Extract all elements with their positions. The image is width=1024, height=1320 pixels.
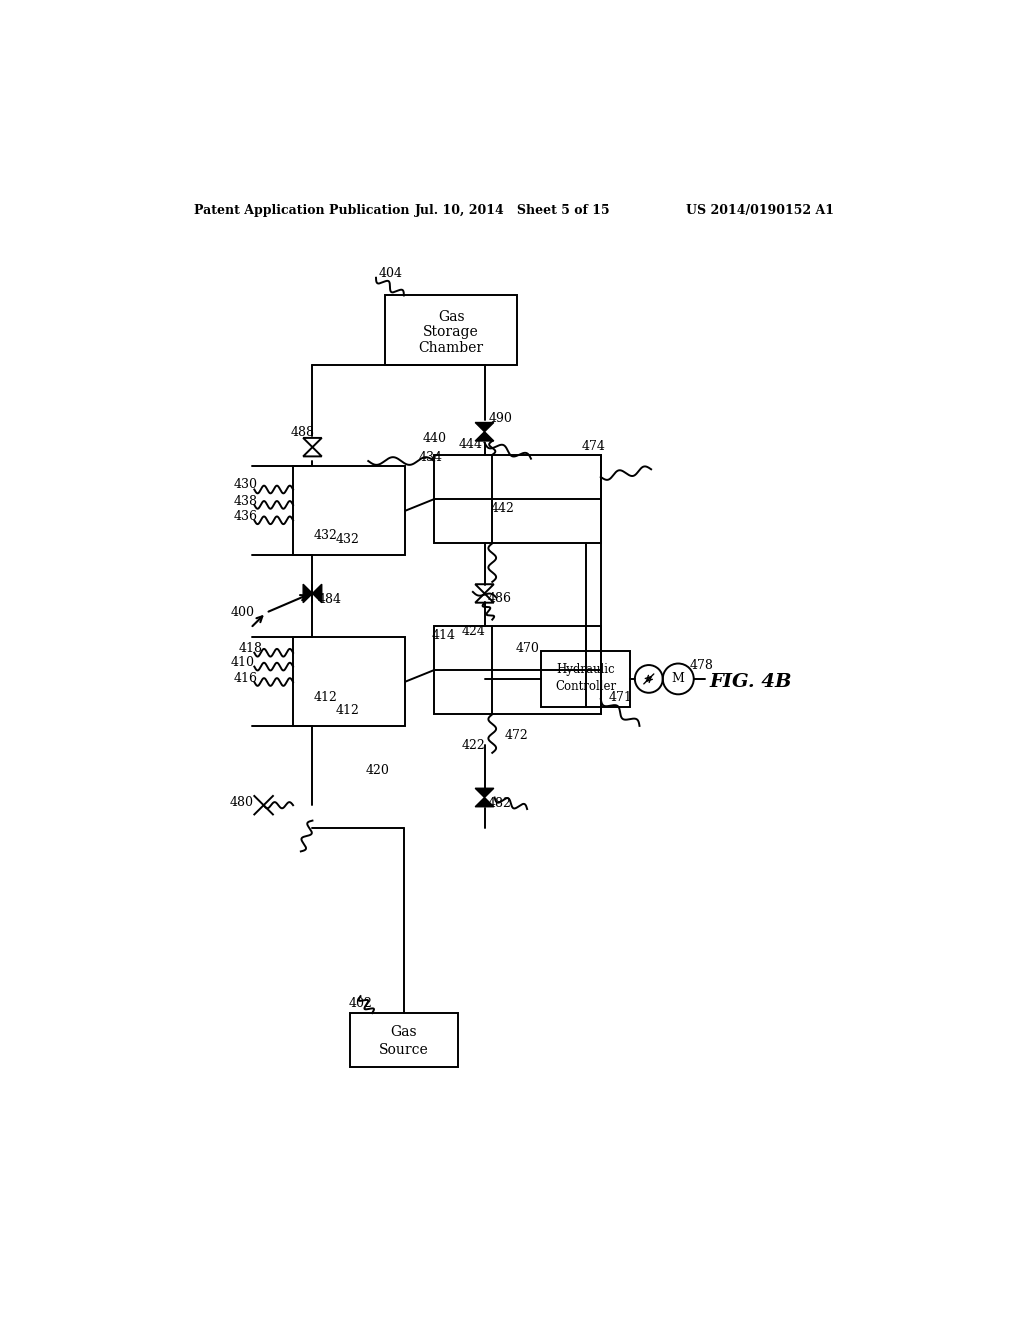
Text: 478: 478: [690, 659, 714, 672]
Text: Patent Application Publication: Patent Application Publication: [194, 205, 410, 218]
Text: 412: 412: [336, 704, 359, 717]
Text: 400: 400: [231, 606, 255, 619]
Text: 420: 420: [366, 764, 390, 777]
Text: 424: 424: [461, 624, 485, 638]
Text: 402: 402: [349, 997, 373, 1010]
Polygon shape: [475, 594, 494, 603]
Text: 416: 416: [233, 672, 257, 685]
Text: 432: 432: [314, 529, 338, 543]
Polygon shape: [303, 438, 322, 447]
Text: 430: 430: [233, 478, 257, 491]
Polygon shape: [312, 585, 322, 603]
Text: 440: 440: [423, 432, 446, 445]
Polygon shape: [475, 797, 494, 807]
Text: 438: 438: [233, 495, 257, 508]
Text: 432: 432: [336, 533, 359, 546]
Text: Chamber: Chamber: [419, 341, 483, 355]
Text: 471: 471: [608, 690, 633, 704]
Bar: [293, 466, 406, 554]
Text: Controller: Controller: [555, 680, 616, 693]
Text: 470: 470: [515, 643, 540, 656]
Bar: [293, 638, 406, 726]
Text: 482: 482: [487, 797, 511, 810]
Text: 434: 434: [419, 450, 442, 463]
Polygon shape: [475, 432, 494, 441]
Text: 436: 436: [233, 510, 257, 523]
Text: 490: 490: [488, 412, 512, 425]
Text: M: M: [672, 672, 685, 685]
Polygon shape: [475, 585, 494, 594]
Text: Source: Source: [379, 1043, 429, 1057]
Polygon shape: [303, 447, 322, 457]
Text: 442: 442: [490, 502, 515, 515]
Text: US 2014/0190152 A1: US 2014/0190152 A1: [686, 205, 834, 218]
Text: 472: 472: [505, 730, 528, 742]
Text: 444: 444: [459, 437, 483, 450]
Text: 410: 410: [231, 656, 255, 669]
Text: Gas: Gas: [390, 1026, 417, 1039]
Bar: [434, 626, 601, 714]
Text: 486: 486: [487, 593, 512, 606]
Text: 474: 474: [582, 440, 605, 453]
Text: Jul. 10, 2014   Sheet 5 of 15: Jul. 10, 2014 Sheet 5 of 15: [415, 205, 610, 218]
Text: FIG. 4B: FIG. 4B: [710, 673, 792, 690]
Bar: [541, 651, 630, 706]
Text: 422: 422: [461, 739, 485, 751]
Text: Hydraulic: Hydraulic: [556, 663, 615, 676]
Bar: [434, 455, 601, 544]
Text: Gas: Gas: [438, 310, 465, 323]
Text: 488: 488: [291, 426, 314, 440]
Polygon shape: [475, 788, 494, 797]
Polygon shape: [475, 422, 494, 432]
Text: 484: 484: [317, 593, 342, 606]
Bar: [349, 1014, 458, 1067]
Text: Storage: Storage: [423, 326, 479, 339]
Text: 418: 418: [239, 642, 263, 655]
Text: 414: 414: [432, 628, 456, 642]
Text: 412: 412: [314, 690, 338, 704]
Text: 480: 480: [229, 796, 254, 809]
Bar: [385, 296, 517, 364]
Text: 404: 404: [378, 268, 402, 280]
Polygon shape: [303, 585, 312, 603]
